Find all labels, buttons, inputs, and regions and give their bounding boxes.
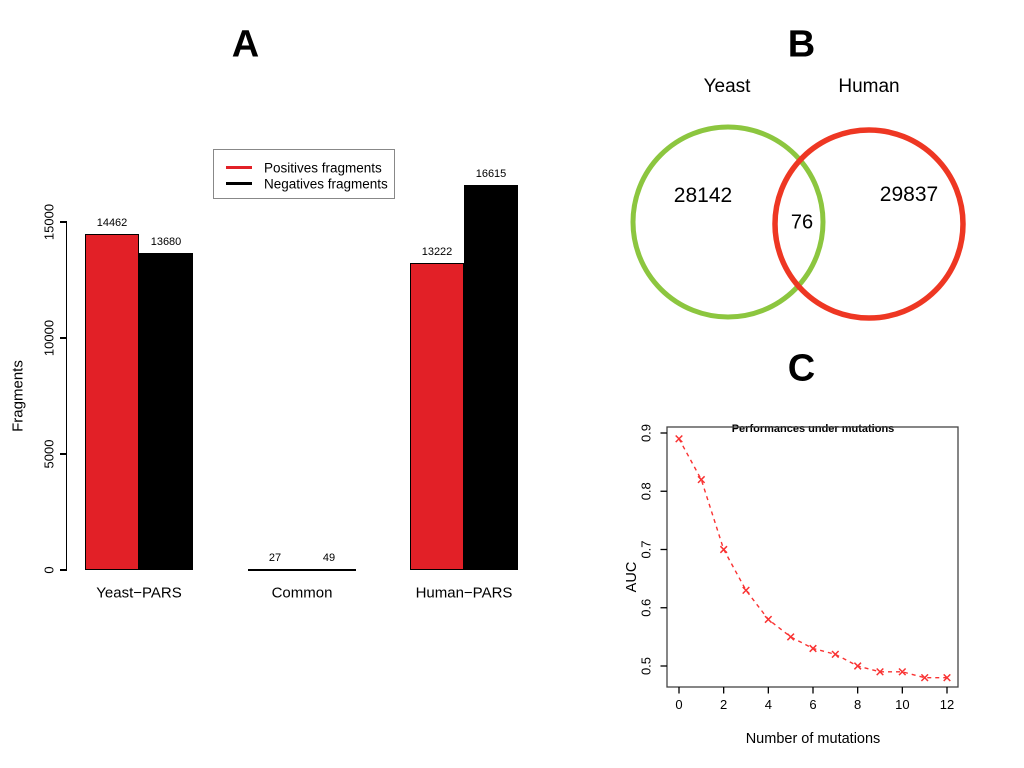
panel-b-venn-diagram: Yeast Human 28142 29837 76 bbox=[600, 60, 1024, 360]
panel-b-label: B bbox=[787, 23, 817, 66]
panel-a-label: A bbox=[231, 23, 261, 66]
panel-a-y-tick bbox=[60, 569, 67, 571]
venn-title-yeast: Yeast bbox=[703, 76, 751, 97]
bar-positives-0 bbox=[85, 234, 139, 570]
panel-a-y-tick bbox=[60, 453, 67, 455]
panel-a-category-label: Yeast−PARS bbox=[96, 584, 182, 602]
legend-label-positives: Positives fragments bbox=[264, 160, 382, 176]
venn-circles bbox=[630, 124, 966, 321]
bar-value-positives-2: 13222 bbox=[421, 246, 453, 259]
panel-c-x-tick-label: 12 bbox=[940, 697, 954, 712]
panel-c-y-tick-label: 0.6 bbox=[639, 599, 654, 617]
panel-a-y-tick bbox=[60, 221, 67, 223]
panel-a-y-tick-label: 5000 bbox=[41, 439, 57, 469]
bar-positives-2 bbox=[410, 263, 464, 570]
panel-c-y-tick-label: 0.5 bbox=[639, 657, 654, 675]
venn-value-human: 29837 bbox=[879, 183, 939, 206]
venn-title-human: Human bbox=[838, 76, 900, 97]
venn-circle-human bbox=[772, 127, 966, 321]
bar-value-negatives-1: 49 bbox=[322, 551, 336, 564]
panel-c-x-tick-label: 2 bbox=[720, 697, 727, 712]
bar-value-negatives-2: 16615 bbox=[475, 167, 507, 180]
legend-swatch-positives bbox=[226, 166, 252, 169]
panel-c-chart-title: Performances under mutations bbox=[731, 423, 895, 435]
panel-a-bar-chart: Fragments Positives fragments Negatives … bbox=[0, 0, 600, 640]
panel-c-x-tick-label: 10 bbox=[895, 697, 909, 712]
bar-value-negatives-0: 13680 bbox=[150, 235, 182, 248]
bar-value-positives-1: 27 bbox=[268, 552, 282, 565]
auc-data-markers bbox=[675, 434, 951, 682]
panel-a-category-label: Human−PARS bbox=[415, 584, 513, 602]
bar-negatives-0 bbox=[139, 252, 193, 570]
legend-swatch-negatives bbox=[226, 182, 252, 185]
bar-negatives-1 bbox=[302, 568, 356, 571]
panel-a-category-label: Common bbox=[271, 584, 333, 602]
panel-c-y-tick-label: 0.7 bbox=[639, 540, 654, 558]
panel-c-plot-area: 0.5 0.6 0.7 0.8 0.9 0 2 4 6 8 10 12 bbox=[639, 424, 959, 712]
panel-c-y-tick-label: 0.9 bbox=[639, 424, 654, 442]
venn-value-yeast: 28142 bbox=[673, 184, 733, 207]
panel-a-y-axis-title: Fragments bbox=[9, 360, 27, 432]
panel-c-x-tick-label: 0 bbox=[675, 697, 682, 712]
panel-c-label: C bbox=[787, 347, 817, 390]
panel-c-x-tick-label: 6 bbox=[809, 697, 816, 712]
panel-c-line-chart: Performances under mutations AUC Number … bbox=[600, 400, 1024, 768]
bar-negatives-2 bbox=[464, 184, 518, 570]
venn-value-intersection: 76 bbox=[790, 211, 814, 234]
legend: Positives fragments Negatives fragments bbox=[213, 149, 395, 199]
panel-c-y-tick-label: 0.8 bbox=[639, 482, 654, 500]
panel-a-y-tick-label: 0 bbox=[41, 566, 57, 574]
panel-a-y-tick-label: 10000 bbox=[41, 319, 57, 357]
panel-c-x-tick-label: 4 bbox=[765, 697, 772, 712]
panel-c-x-axis-title: Number of mutations bbox=[745, 731, 881, 747]
auc-curve bbox=[678, 438, 947, 679]
panel-c-x-tick-label: 8 bbox=[854, 697, 861, 712]
panel-a-y-tick-label: 15000 bbox=[41, 203, 57, 241]
panel-a-y-axis-line bbox=[65, 222, 67, 570]
venn-circle-yeast bbox=[630, 124, 826, 320]
legend-label-negatives: Negatives fragments bbox=[264, 176, 388, 192]
bar-value-positives-0: 14462 bbox=[96, 217, 128, 230]
bar-positives-1 bbox=[248, 569, 302, 572]
panel-a-y-tick bbox=[60, 337, 67, 339]
